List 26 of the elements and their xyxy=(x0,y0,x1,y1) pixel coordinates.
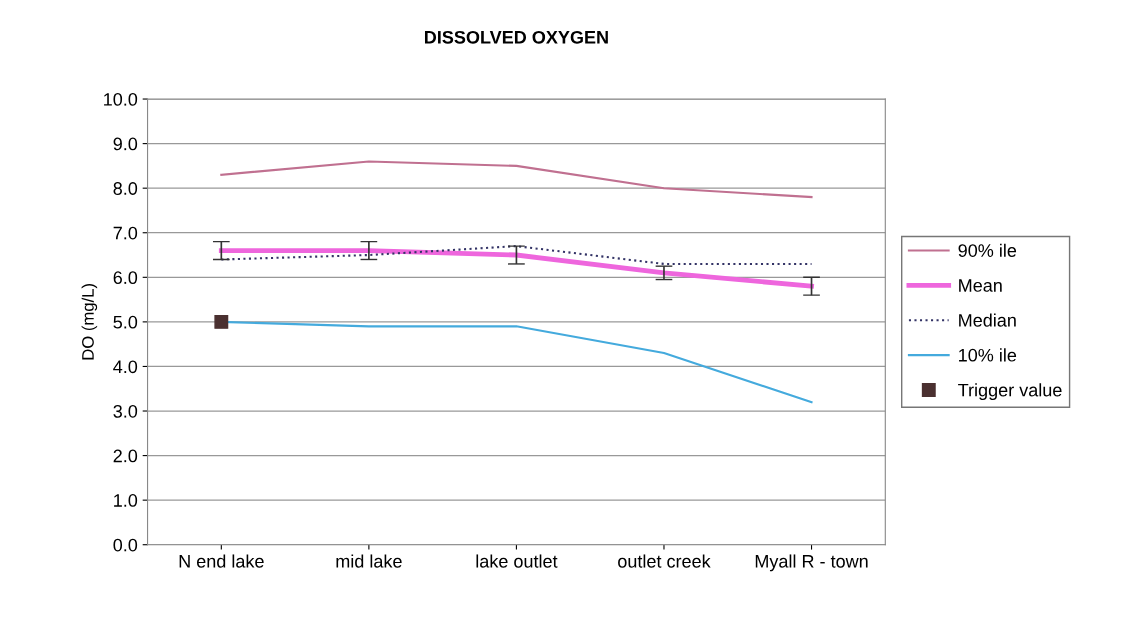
chart-title: DISSOLVED OXYGEN xyxy=(424,30,608,44)
x-tick-label: N end lake xyxy=(179,554,264,568)
y-tick-label: 2.0 xyxy=(113,449,138,463)
y-tick-label: 7.0 xyxy=(113,226,138,240)
legend-label: Trigger value xyxy=(958,383,1062,401)
y-axis-title: DO (mg/L) xyxy=(81,284,98,360)
line-series xyxy=(220,160,813,199)
line-series xyxy=(218,248,814,289)
x-tick-label: mid lake xyxy=(336,554,402,568)
legend-label: 10% ile xyxy=(959,348,1017,362)
y-tick-label: 5.0 xyxy=(113,315,138,329)
x-tick-label: outlet creek xyxy=(618,554,711,568)
line-series xyxy=(220,245,813,265)
y-tick-label: 4.0 xyxy=(113,360,138,374)
legend-label: 90% ile xyxy=(958,243,1017,257)
y-tick-label: 8.0 xyxy=(113,182,138,195)
y-tick-label: 3.0 xyxy=(113,404,138,418)
legend-label: Median xyxy=(959,313,1016,327)
x-tick-label: lake outlet xyxy=(476,554,558,568)
y-tick-label: 9.0 xyxy=(113,137,138,151)
legend-label: Mean xyxy=(959,279,1002,292)
x-tick-label: Myall R - town xyxy=(755,554,868,572)
y-tick-label: 1.0 xyxy=(114,494,138,507)
y-tick-label: 10.0 xyxy=(104,92,138,106)
y-tick-label: 0.0 xyxy=(113,538,138,552)
y-tick-label: 6.0 xyxy=(113,271,138,285)
